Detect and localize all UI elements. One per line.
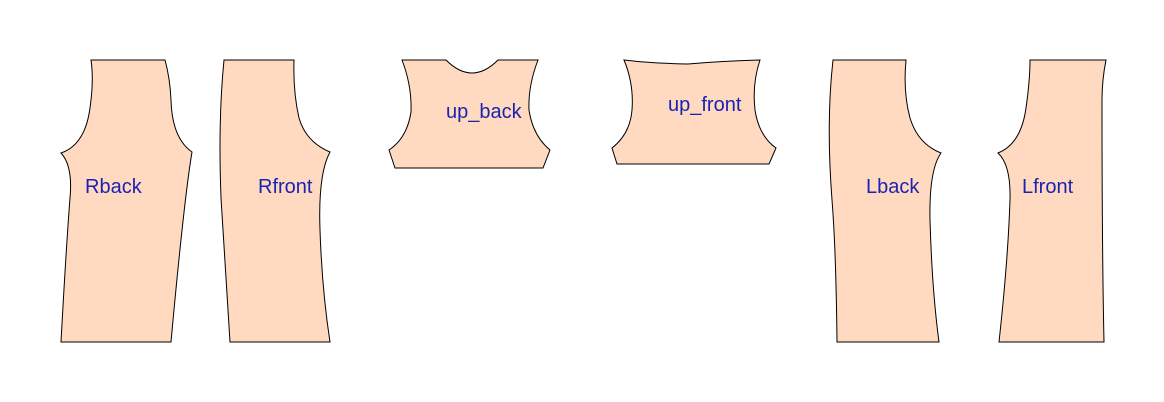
pattern-piece-lback: Lback [828,59,942,343]
pattern-piece-rback: Rback [60,59,193,343]
piece-label-lfront: Lfront [1022,176,1074,198]
piece-shape-rfront [219,59,331,343]
piece-shape-up-front [611,59,777,165]
piece-shape-lback [828,59,942,343]
piece-label-lback: Lback [866,176,920,198]
piece-shape-rback [60,59,193,343]
piece-shape-up-back [388,59,551,169]
pattern-piece-up-back: up_back [388,59,551,169]
piece-label-rfront: Rfront [258,176,313,198]
pattern-piece-lfront: Lfront [997,59,1107,343]
pattern-piece-up-front: up_front [611,59,777,165]
pattern-piece-rfront: Rfront [219,59,331,343]
piece-label-up-back: up_back [446,101,523,123]
piece-shape-lfront [997,59,1107,343]
piece-label-rback: Rback [85,176,143,198]
piece-label-up-front: up_front [668,94,742,116]
